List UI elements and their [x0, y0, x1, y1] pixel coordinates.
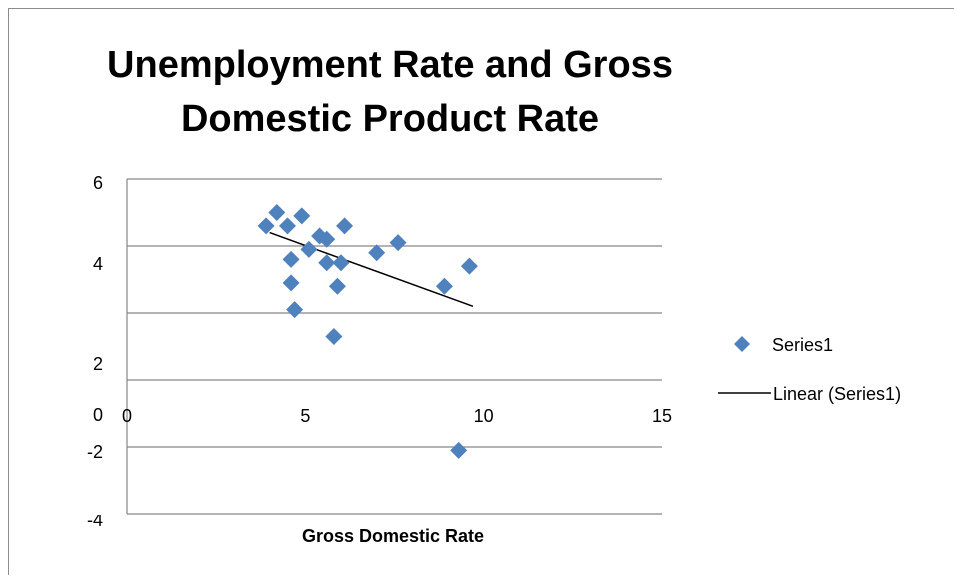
x-tick-label: 5: [300, 406, 310, 426]
trendline-group: [269, 231, 474, 308]
y-tick-label: 0: [93, 405, 103, 425]
data-point[interactable]: [293, 207, 311, 225]
x-tick-label: 15: [652, 406, 672, 426]
gridlines: [126, 178, 662, 515]
data-point[interactable]: [268, 204, 286, 221]
data-point[interactable]: [368, 244, 386, 262]
data-point[interactable]: [389, 234, 407, 252]
data-point[interactable]: [279, 217, 296, 235]
y-tick-label: -2: [87, 442, 103, 462]
legend-series-label: Series1: [772, 335, 833, 355]
legend-trendline-label: Linear (Series1): [773, 384, 901, 404]
data-points: [257, 204, 478, 459]
y-tick-label: 6: [93, 173, 103, 193]
chart-area-frame: [8, 8, 954, 575]
x-tick-label: 10: [474, 406, 494, 426]
data-point[interactable]: [325, 327, 343, 345]
x-axis-label: Gross Domestic Rate: [302, 526, 484, 546]
data-point[interactable]: [286, 301, 304, 319]
data-point[interactable]: [318, 254, 336, 272]
data-point[interactable]: [332, 254, 350, 272]
data-point[interactable]: [257, 217, 275, 235]
data-point[interactable]: [318, 230, 336, 248]
data-point[interactable]: [282, 274, 300, 292]
data-point[interactable]: [336, 217, 354, 235]
x-axis-ticks: 0 5 10 15: [122, 406, 672, 426]
x-tick-label: 0: [122, 406, 132, 426]
chart-title: Unemployment Rate and Gross Domestic Pro…: [107, 44, 673, 140]
legend[interactable]: Series1 Linear (Series1): [718, 335, 901, 404]
data-point[interactable]: [460, 257, 478, 275]
y-tick-label: -4: [87, 510, 103, 530]
legend-diamond-marker: [734, 336, 750, 352]
data-point[interactable]: [328, 277, 346, 295]
data-point[interactable]: [300, 240, 318, 258]
data-point[interactable]: [435, 277, 453, 295]
trendline: [269, 231, 474, 308]
data-point[interactable]: [282, 250, 300, 268]
y-axis-ticks: 6 4 2 0 -2 -4: [87, 173, 103, 530]
y-tick-label: 4: [93, 254, 103, 274]
y-tick-label: 2: [93, 354, 103, 374]
data-point[interactable]: [450, 441, 468, 459]
